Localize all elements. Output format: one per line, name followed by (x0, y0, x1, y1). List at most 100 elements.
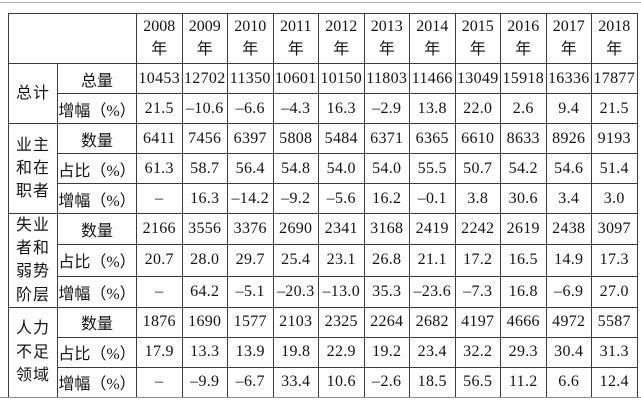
value-cell: 1690 (181, 306, 228, 338)
value-cell: 29.3 (500, 336, 547, 368)
value-cell: 54.0 (318, 153, 365, 184)
table-corner-cell (8, 13, 137, 64)
value-cell: 2341 (318, 212, 365, 246)
value-cell: 2419 (409, 212, 456, 246)
value-cell: 19.8 (272, 336, 319, 368)
value-cell: 2438 (545, 212, 592, 246)
value-cell: 5587 (591, 306, 638, 338)
value-cell: 13.9 (227, 336, 274, 368)
value-cell: 19.2 (363, 336, 410, 368)
value-cell: 10150 (318, 63, 365, 94)
value-cell: 51.4 (591, 153, 638, 184)
year-header-cell: 2010 年 (227, 13, 274, 64)
group-label-cell: 失业 者和 弱势 阶层 (8, 213, 58, 308)
value-cell: –2.9 (363, 93, 410, 124)
year-header-cell: 2017 年 (545, 13, 592, 64)
value-cell: –2.6 (363, 366, 410, 398)
value-cell: –10.6 (181, 93, 228, 124)
header-row: 2008 年 2009 年 2010 年 2011 年 2012 年 2013 年 2014… (8, 13, 638, 64)
value-cell: 3376 (227, 212, 274, 246)
value-cell: 29.7 (227, 244, 274, 277)
value-cell: 32.2 (454, 336, 501, 368)
value-cell: 12702 (181, 63, 228, 94)
table-header: 2008 年 2009 年 2010 年 2011 年 2012 年 2013 年 2014… (8, 13, 638, 64)
metric-label-cell: 增幅（%） (57, 183, 137, 214)
value-cell: 54.0 (363, 153, 410, 184)
value-cell: 1876 (136, 306, 183, 338)
value-cell: – (136, 183, 183, 214)
value-cell: 13.8 (409, 93, 456, 124)
value-cell: – (136, 366, 183, 398)
value-cell: 6371 (363, 123, 410, 154)
value-cell: –6.9 (545, 275, 592, 308)
value-cell: 16.5 (500, 244, 547, 277)
value-cell: 3097 (591, 212, 638, 246)
value-cell: –6.6 (227, 93, 274, 124)
table-row: 增幅（%） 21.5 –10.6 –6.6 –4.3 16.3 –2.9 13.8 22.0 2.… (9, 93, 638, 124)
value-cell: –0.1 (409, 183, 456, 214)
value-cell: 54.2 (500, 153, 547, 184)
value-cell: 15918 (500, 63, 547, 94)
metric-label-cell: 占比（%） (57, 336, 137, 368)
table-body: 总计 总量 10453 12702 11350 10601 10150 11803 11466 1… (8, 63, 638, 398)
year-header-cell: 2016 年 (500, 13, 547, 64)
value-cell: 21.5 (591, 93, 638, 124)
value-cell: 2682 (409, 306, 456, 338)
value-cell: –9.9 (181, 366, 228, 398)
table-row: 占比（%） 61.3 58.7 56.4 54.8 54.0 54.0 55.5 50.7 54.… (9, 153, 638, 184)
value-cell: 17877 (591, 63, 638, 94)
value-cell: 4197 (454, 306, 501, 338)
value-cell: 10.6 (318, 366, 365, 398)
value-cell: 2325 (318, 306, 365, 338)
table-row: 总计 总量 10453 12702 11350 10601 10150 11803 11466 1… (8, 63, 638, 124)
value-cell: 11803 (363, 63, 410, 94)
value-cell: 50.7 (454, 153, 501, 184)
value-cell: 21.5 (136, 93, 183, 124)
value-cell: 56.4 (227, 153, 274, 184)
metric-label-cell: 占比（%） (57, 153, 137, 184)
value-cell: 6.6 (545, 366, 592, 398)
value-cell: 64.2 (181, 275, 228, 308)
value-cell: 16.3 (181, 183, 228, 214)
year-header-cell: 2018 年 (591, 13, 638, 64)
value-cell: 11.2 (500, 366, 547, 398)
value-cell: 6610 (454, 123, 501, 154)
value-cell: 56.5 (454, 366, 501, 398)
metric-label-cell: 数量 (57, 212, 137, 246)
statistics-table: 2008 年 2009 年 2010 年 2011 年 2012 年 2013 年 2014… (8, 13, 638, 398)
value-cell: 7456 (181, 123, 228, 154)
table-row: 人力 不足 领域 数量 1876 1690 1577 2103 2325 2264 2682 41… (8, 306, 638, 398)
value-cell: 31.3 (591, 336, 638, 368)
value-cell: 21.1 (409, 244, 456, 277)
value-cell: 26.8 (363, 244, 410, 277)
value-cell: 5484 (318, 123, 365, 154)
metric-label-cell: 增幅（%） (57, 93, 137, 124)
value-cell: 54.6 (545, 153, 592, 184)
value-cell: 17.2 (454, 244, 501, 277)
value-cell: 8926 (545, 123, 592, 154)
value-cell: 16336 (545, 63, 592, 94)
value-cell: 5808 (272, 123, 319, 154)
value-cell: –5.6 (318, 183, 365, 214)
value-cell: 16.2 (363, 183, 410, 214)
bottom-rule-divider (0, 397, 641, 398)
value-cell: 6397 (227, 123, 274, 154)
value-cell: 17.3 (591, 244, 638, 277)
value-cell: 2166 (136, 212, 183, 246)
metric-label-cell: 数量 (57, 123, 137, 154)
value-cell: 9193 (591, 123, 638, 154)
value-cell: 8633 (500, 123, 547, 154)
value-cell: 2103 (272, 306, 319, 338)
value-cell: 13.3 (181, 336, 228, 368)
value-cell: 22.0 (454, 93, 501, 124)
value-cell: 61.3 (136, 153, 183, 184)
value-cell: 33.4 (272, 366, 319, 398)
value-cell: 22.9 (318, 336, 365, 368)
value-cell: 11466 (409, 63, 456, 94)
value-cell: 27.0 (591, 275, 638, 308)
value-cell: 2264 (363, 306, 410, 338)
value-cell: 10601 (272, 63, 319, 94)
value-cell: –13.0 (318, 275, 365, 308)
value-cell: 3.0 (591, 183, 638, 214)
